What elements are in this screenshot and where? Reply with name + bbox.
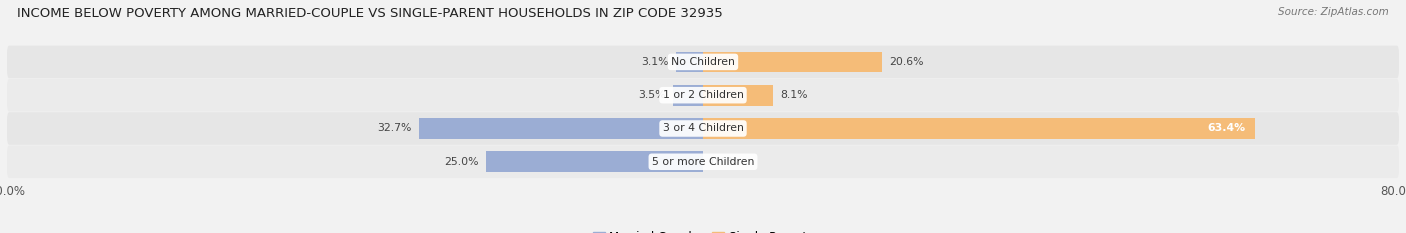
Bar — [485, 151, 703, 172]
Text: 32.7%: 32.7% — [377, 123, 412, 134]
Text: No Children: No Children — [671, 57, 735, 67]
Bar — [672, 85, 703, 106]
Bar — [703, 51, 882, 72]
Text: Source: ZipAtlas.com: Source: ZipAtlas.com — [1278, 7, 1389, 17]
Text: INCOME BELOW POVERTY AMONG MARRIED-COUPLE VS SINGLE-PARENT HOUSEHOLDS IN ZIP COD: INCOME BELOW POVERTY AMONG MARRIED-COUPL… — [17, 7, 723, 20]
Text: 5 or more Children: 5 or more Children — [652, 157, 754, 167]
Text: 25.0%: 25.0% — [444, 157, 478, 167]
Text: 3.5%: 3.5% — [638, 90, 665, 100]
Text: 63.4%: 63.4% — [1208, 123, 1246, 134]
Bar — [676, 51, 703, 72]
Text: 8.1%: 8.1% — [780, 90, 808, 100]
FancyBboxPatch shape — [7, 46, 1399, 78]
Bar — [419, 118, 703, 139]
Bar — [703, 118, 1254, 139]
Bar — [703, 85, 773, 106]
Text: 3 or 4 Children: 3 or 4 Children — [662, 123, 744, 134]
Text: 0.0%: 0.0% — [710, 157, 738, 167]
FancyBboxPatch shape — [7, 112, 1399, 145]
Text: 1 or 2 Children: 1 or 2 Children — [662, 90, 744, 100]
Text: 20.6%: 20.6% — [889, 57, 924, 67]
Text: 3.1%: 3.1% — [641, 57, 669, 67]
FancyBboxPatch shape — [7, 79, 1399, 112]
Legend: Married Couples, Single Parents: Married Couples, Single Parents — [588, 226, 818, 233]
FancyBboxPatch shape — [7, 145, 1399, 178]
